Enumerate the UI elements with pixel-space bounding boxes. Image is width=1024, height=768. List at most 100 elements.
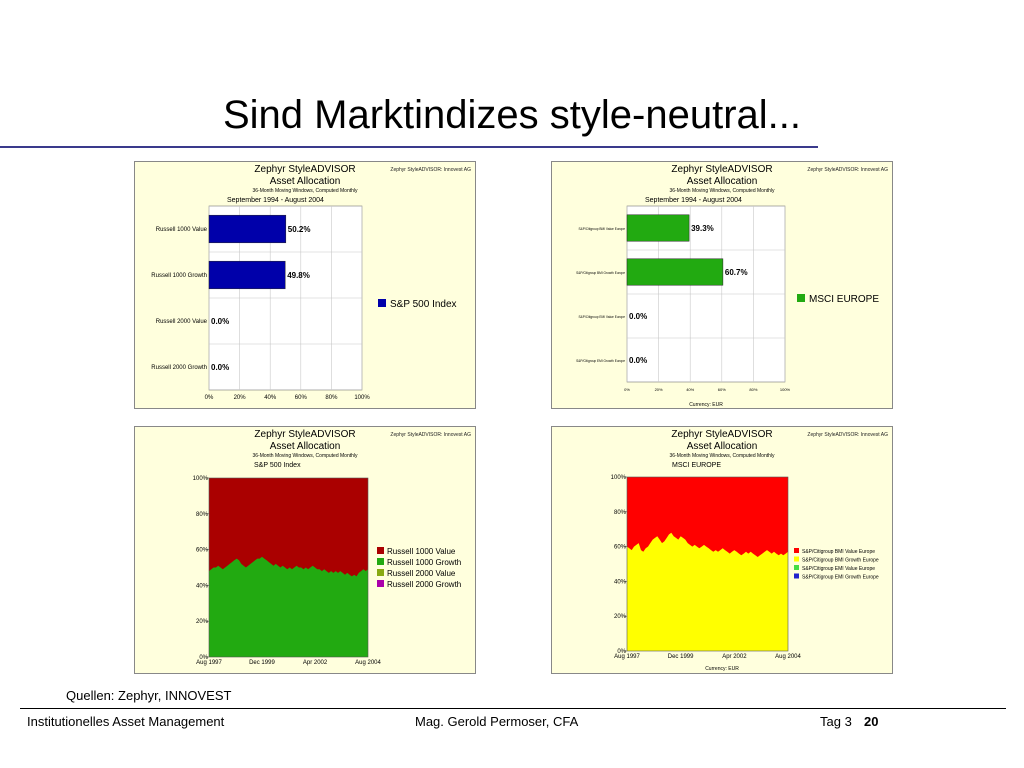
category-label: Russell 2000 Value: [156, 319, 208, 325]
x-tick-label: Aug 2004: [775, 654, 801, 660]
panel-version: Zephyr StyleADVISOR: Innovest AG: [390, 167, 471, 173]
category-label: Russell 2000 Growth: [151, 365, 207, 371]
x-tick-label: 100%: [780, 387, 791, 392]
bar-value-label: 49.8%: [287, 271, 310, 280]
bar-value-label: 0.0%: [629, 312, 647, 321]
x-tick-label: 40%: [264, 395, 277, 401]
legend-label: S&P/Citigroup EMI Value Europe: [802, 566, 875, 572]
x-tick-label: 100%: [354, 395, 370, 401]
plot-frame: [626, 476, 789, 652]
area-russell-1000-growth: [209, 556, 368, 657]
x-tick-label: Dec 1999: [668, 654, 694, 660]
title-divider: [0, 146, 818, 148]
legend-swatch: [377, 547, 384, 554]
legend-swatch: [377, 580, 384, 587]
category-label: S&P/Citigroup BMI Value Europe: [578, 227, 625, 231]
bar-chart-msci: 0% 20% 40% 60% 80% 100% S&P/Citigroup BMI Valu…: [576, 205, 879, 408]
bar-value-label: 39.3%: [691, 224, 714, 233]
panel-header: Zephyr StyleADVISOR: [254, 429, 356, 440]
panel-sp500-allocation: Zephyr StyleADVISOR Zephyr StyleADVISOR:…: [134, 161, 476, 409]
x-tick-label: 20%: [655, 387, 663, 392]
source-note: Quellen: Zephyr, INNOVEST: [66, 688, 232, 703]
x-tick-label: Aug 1997: [196, 660, 222, 666]
bar-chart-sp500: 0% 20% 40% 60% 80% 100% Russell 1000 Value 50.2…: [151, 205, 457, 401]
legend-label: S&P/Citigroup BMI Value Europe: [802, 549, 875, 555]
y-tick-label: 100%: [611, 475, 627, 481]
category-label: S&P/Citigroup EMI Value Europe: [578, 315, 625, 319]
y-tick-label: 40%: [614, 579, 627, 585]
x-tick-label: Apr 2002: [303, 660, 328, 666]
panel-version: Zephyr StyleADVISOR: Innovest AG: [807, 167, 888, 173]
y-tick-label: 20%: [196, 619, 209, 625]
x-tick-label: 20%: [234, 395, 247, 401]
bar-value-label: 50.2%: [288, 225, 311, 234]
legend-swatch: [794, 565, 799, 570]
panel-period: MSCI EUROPE: [672, 462, 722, 469]
category-label: S&P/Citigroup EMI Growth Europe: [576, 359, 625, 363]
panel-window: 36-Month Moving Windows, Computed Monthl…: [669, 453, 775, 459]
area-chart-sp500: 0% 20% 40% 60% 80% 100% Aug 1997 Dec 1999 Apr 20…: [193, 476, 462, 666]
category-label: Russell 1000 Growth: [151, 273, 207, 279]
x-tick-label: 0%: [624, 387, 630, 392]
panel-header: Zephyr StyleADVISOR: [671, 164, 773, 175]
x-tick-label: 40%: [686, 387, 694, 392]
currency-label: Currency: EUR: [705, 666, 739, 672]
bar-value-label: 60.7%: [725, 268, 748, 277]
x-tick-label: Apr 2002: [722, 654, 747, 660]
legend-label: Russell 1000 Value: [387, 547, 456, 556]
x-tick-label: 80%: [325, 395, 338, 401]
legend-swatch: [794, 556, 799, 562]
legend-label: S&P/Citigroup EMI Growth Europe: [802, 575, 879, 581]
x-tick-label: 0%: [205, 395, 214, 401]
legend-label: S&P/Citigroup BMI Growth Europe: [802, 558, 879, 564]
y-tick-label: 0%: [199, 655, 208, 661]
y-tick-label: 40%: [196, 583, 209, 589]
panel-period: September 1994 - August 2004: [227, 197, 324, 204]
plot-frame: [208, 477, 369, 658]
x-tick-label: 80%: [749, 387, 757, 392]
bar-value-label: 0.0%: [629, 356, 647, 365]
legend-label: S&P 500 Index: [390, 299, 457, 310]
x-tick-label: 60%: [295, 395, 308, 401]
legend-swatch: [377, 558, 384, 565]
currency-label: Currency: EUR: [689, 402, 723, 408]
bar-value-label: 0.0%: [211, 317, 229, 326]
panel-subtitle: Asset Allocation: [686, 441, 758, 452]
panel-header: Zephyr StyleADVISOR: [671, 429, 773, 440]
footer-divider: [20, 708, 1006, 709]
legend-swatch: [377, 569, 384, 576]
panel-version: Zephyr StyleADVISOR: Innovest AG: [807, 432, 888, 438]
panel-window: 36-Month Moving Windows, Computed Monthl…: [252, 453, 358, 459]
bar-value-label: 0.0%: [211, 363, 229, 372]
y-tick-label: 20%: [614, 614, 627, 620]
y-tick-label: 80%: [614, 510, 627, 516]
legend-label: MSCI EUROPE: [809, 294, 879, 305]
panel-window: 36-Month Moving Windows, Computed Monthl…: [252, 188, 358, 194]
bar: [626, 214, 690, 242]
slide-title: Sind Marktindizes style-neutral...: [222, 93, 801, 137]
panel-period: S&P 500 Index: [254, 462, 301, 469]
area-s-p-citigroup-bmi-growth-europe: [627, 532, 788, 651]
bar: [208, 260, 286, 290]
panel-sp500-history: Zephyr StyleADVISOR Zephyr StyleADVISOR:…: [134, 426, 476, 674]
panel-subtitle: Asset Allocation: [269, 176, 341, 187]
panel-subtitle: Asset Allocation: [686, 176, 758, 187]
panel-period: September 1994 - August 2004: [645, 197, 742, 204]
panel-version: Zephyr StyleADVISOR: Innovest AG: [390, 432, 471, 438]
x-tick-label: Aug 2004: [355, 660, 381, 666]
panel-header: Zephyr StyleADVISOR: [254, 164, 356, 175]
legend-label: Russell 1000 Growth: [387, 558, 461, 567]
footer-course: Institutionelles Asset Management: [27, 714, 225, 729]
category-label: Russell 1000 Value: [156, 227, 208, 233]
legend-label: Russell 2000 Value: [387, 569, 456, 578]
y-tick-label: 100%: [193, 476, 209, 482]
panel-msci-history: Zephyr StyleADVISOR Zephyr StyleADVISOR:…: [551, 426, 893, 674]
y-tick-label: 60%: [196, 548, 209, 554]
y-tick-label: 0%: [617, 649, 626, 655]
area-chart-msci: 0% 20% 40% 60% 80% 100% Aug 1997 Dec 1999 Apr 20…: [611, 475, 879, 672]
legend-swatch: [794, 573, 799, 579]
panel-subtitle: Asset Allocation: [269, 441, 341, 452]
legend-swatch: [378, 299, 386, 307]
footer-day: Tag 3: [820, 714, 852, 729]
y-tick-label: 80%: [196, 512, 209, 518]
